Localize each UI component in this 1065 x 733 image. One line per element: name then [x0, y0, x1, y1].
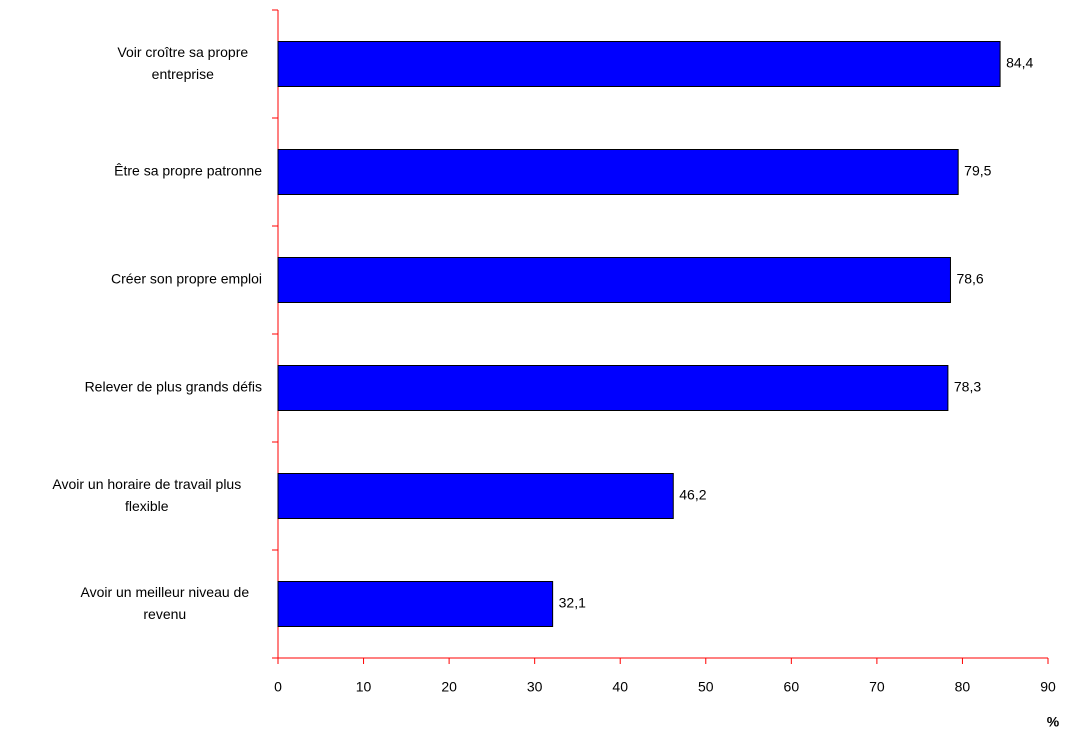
- x-tick-label: 90: [1040, 679, 1056, 695]
- value-label: 84,4: [1006, 55, 1033, 71]
- x-tick-label: 40: [612, 679, 628, 695]
- x-tick-label: 70: [869, 679, 885, 695]
- x-tick-label: 50: [698, 679, 714, 695]
- x-tick-label: 30: [527, 679, 543, 695]
- x-tick-label: 20: [441, 679, 457, 695]
- bar: [277, 581, 554, 627]
- y-tick-label: Relever de plus grands défis: [85, 379, 262, 395]
- y-tick-label: Voir croître sa propre entreprise: [117, 44, 248, 82]
- bar: [277, 41, 1001, 87]
- y-tick-label: Créer son propre emploi: [111, 271, 262, 287]
- x-tick-label: 60: [784, 679, 800, 695]
- x-axis-label: %: [1047, 714, 1060, 730]
- x-tick-label: 80: [955, 679, 971, 695]
- value-label: 79,5: [964, 163, 991, 179]
- y-tick-label: Être sa propre patronne: [114, 163, 262, 179]
- value-label: 78,3: [954, 379, 981, 395]
- bar: [277, 473, 674, 519]
- bar: [277, 257, 951, 303]
- x-tick-label: 0: [274, 679, 282, 695]
- value-label: 46,2: [679, 487, 706, 503]
- y-tick-label: Avoir un horaire de travail plus flexible: [52, 476, 241, 514]
- value-label: 78,6: [956, 271, 983, 287]
- bar: [277, 365, 949, 411]
- y-tick-label: Avoir un meilleur niveau de revenu: [80, 584, 249, 622]
- bar: [277, 149, 959, 195]
- value-label: 32,1: [559, 595, 586, 611]
- x-tick-label: 10: [356, 679, 372, 695]
